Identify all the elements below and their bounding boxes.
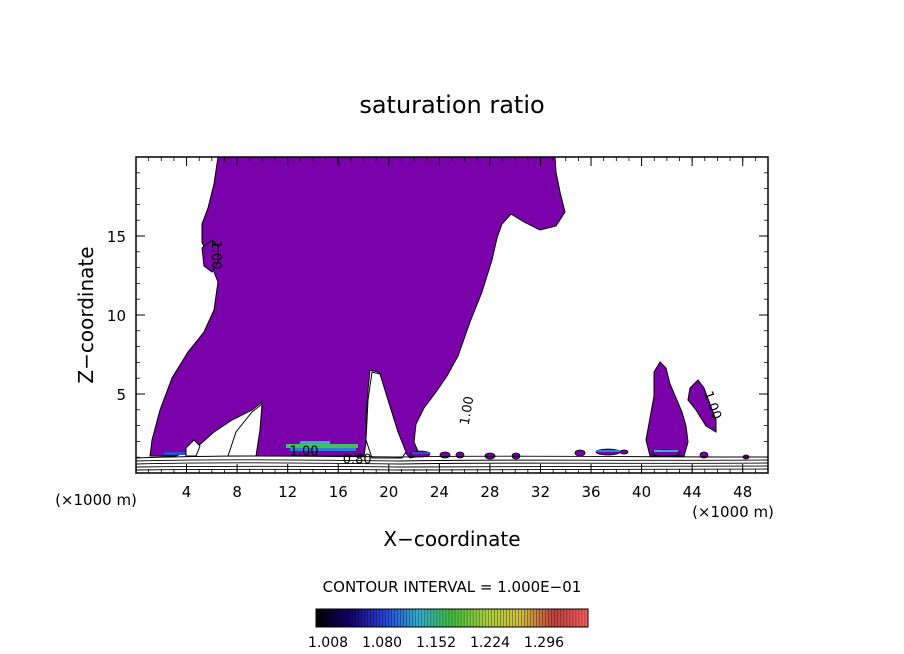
- contour-label: 1.00: [458, 395, 478, 426]
- contour-label: 1.00: [290, 445, 319, 460]
- x-tick-label: 32: [531, 483, 550, 501]
- x-tick-label: 24: [430, 483, 449, 501]
- x-tick-label: 20: [379, 483, 398, 501]
- colorbar-stripes: [318, 609, 586, 627]
- x-tick-label: 40: [632, 483, 651, 501]
- contour-label: 1.00: [208, 240, 223, 269]
- colorbar-tick-label: 1.152: [416, 635, 456, 651]
- y-axis-ticks: 5 10 15: [107, 228, 768, 404]
- x-tick-label: 44: [683, 483, 702, 501]
- supersaturated-region-left-blob: [201, 239, 219, 273]
- subsaturated-gaps: [185, 371, 407, 459]
- colorbar-labels: 1.008 1.080 1.152 1.224 1.296: [308, 635, 564, 651]
- supersaturated-region-right: [645, 361, 689, 457]
- x-tick-label: 12: [278, 483, 297, 501]
- y-tick-label: 10: [107, 307, 126, 325]
- x-tick-label: 28: [480, 483, 499, 501]
- x-tick-label: 48: [733, 483, 752, 501]
- surface-contours: [136, 455, 768, 471]
- x-tick-label: 16: [329, 483, 348, 501]
- contour-fill-layer: [136, 157, 768, 471]
- chart-title: saturation ratio: [359, 91, 544, 119]
- colorbar-tick-label: 1.296: [524, 635, 564, 651]
- y-axis-label: Z−coordinate: [74, 246, 98, 383]
- colorbar: 1.008 1.080 1.152 1.224 1.296: [308, 608, 589, 651]
- y-tick-label: 5: [116, 386, 126, 404]
- supersaturated-region-main: [149, 157, 566, 459]
- contour-label: 0.80: [343, 453, 372, 468]
- colorbar-tick-label: 1.080: [362, 635, 402, 651]
- x-unit-label-left: (×1000 m): [55, 491, 137, 509]
- x-axis-label: X−coordinate: [383, 527, 520, 551]
- supersaturated-region-right-lobe: [687, 379, 717, 433]
- minor-ticks: [136, 157, 768, 473]
- color-streaks: [164, 441, 678, 455]
- x-tick-label: 36: [581, 483, 600, 501]
- surface-cells: [409, 448, 750, 460]
- y-tick-label: 15: [107, 228, 126, 246]
- colorbar-tick-label: 1.008: [308, 635, 348, 651]
- x-tick-label: 4: [182, 483, 192, 501]
- contour-interval-text: CONTOUR INTERVAL = 1.000E−01: [323, 578, 582, 596]
- x-tick-label: 8: [232, 483, 242, 501]
- colorbar-tick-label: 1.224: [470, 635, 510, 651]
- x-axis-ticks: 4 8 12 16 20 24 28 32 36 40 44 48: [182, 157, 752, 501]
- x-unit-label-right: (×1000 m): [692, 503, 774, 521]
